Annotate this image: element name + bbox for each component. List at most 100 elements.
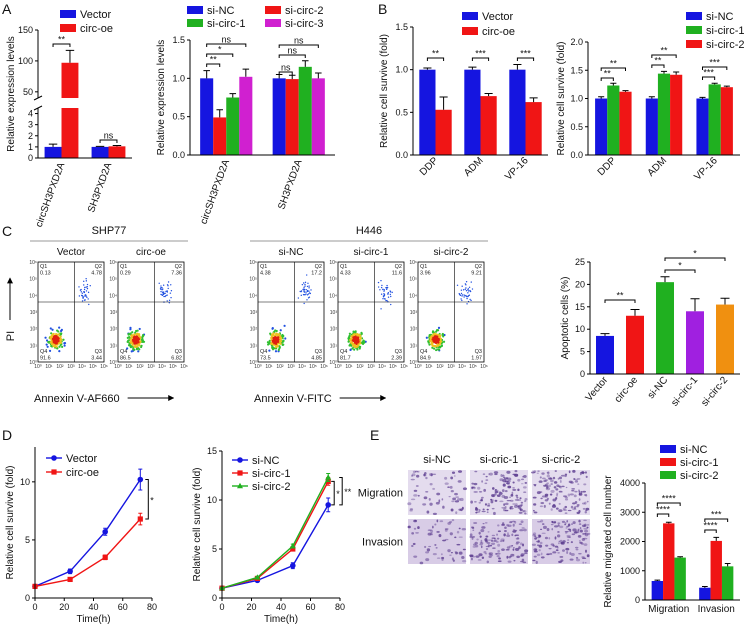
legend-label: si-NC xyxy=(252,455,280,467)
x-tick-label: 40 xyxy=(88,602,98,612)
error-bar xyxy=(677,556,683,558)
cell-stain xyxy=(440,553,443,556)
cell-stain xyxy=(536,472,539,474)
cell-stain xyxy=(583,483,587,486)
plot-frame xyxy=(117,261,185,363)
cell-stain xyxy=(496,494,501,497)
significance-bracket xyxy=(426,57,445,61)
cell-stain xyxy=(454,536,457,539)
cell-stain xyxy=(473,491,478,493)
cell-stain xyxy=(494,473,498,476)
cell-stain xyxy=(561,520,566,523)
cell-stain xyxy=(494,489,497,491)
cell-dot xyxy=(463,296,465,298)
cell-stain xyxy=(504,502,509,506)
x-tick-label: 0 xyxy=(32,602,37,612)
legend-swatch xyxy=(60,10,76,18)
bar xyxy=(435,109,452,155)
y-axis-label: PI xyxy=(5,331,17,341)
cell-stain xyxy=(574,546,579,549)
cell-stain xyxy=(568,536,571,539)
quadrant-name: Q1 xyxy=(120,264,127,270)
y-tick-label: 10 xyxy=(207,495,217,505)
y-tick-label: 10² xyxy=(410,327,418,333)
cell-stain xyxy=(563,509,568,511)
error-bar xyxy=(275,74,283,79)
cell-dot xyxy=(158,282,160,284)
cell-dot xyxy=(140,344,143,347)
cell-dot xyxy=(435,348,438,352)
significance-label: * xyxy=(678,261,682,271)
cell-stain xyxy=(451,519,455,522)
cell-dot xyxy=(356,348,359,351)
cell-stain xyxy=(571,533,576,536)
cell-dot xyxy=(135,347,139,350)
y-tick-label: 10⁶ xyxy=(249,260,257,266)
cell-stain xyxy=(456,551,459,555)
cell-dot xyxy=(85,280,88,282)
y-axis-label: Relative migrated cell number xyxy=(603,475,614,608)
cell-stain xyxy=(552,498,557,502)
cell-stain xyxy=(476,538,479,541)
cell-dot xyxy=(382,295,385,297)
cell-dot xyxy=(129,328,132,331)
x-tick-label: 20 xyxy=(246,602,256,612)
cell-stain xyxy=(497,524,500,527)
cell-dot xyxy=(299,290,301,293)
cell-stain xyxy=(493,511,496,516)
cell-stain xyxy=(486,560,490,564)
cell-dot xyxy=(89,285,91,287)
cell-stain xyxy=(447,549,451,553)
y-tick-label: 0 xyxy=(25,593,30,603)
cell-stain xyxy=(481,510,486,513)
point xyxy=(67,568,73,575)
cell-stain xyxy=(504,509,509,512)
cell-stain xyxy=(428,498,431,501)
cell-dot xyxy=(302,282,305,284)
bar xyxy=(696,98,709,155)
cell-dot xyxy=(433,347,436,350)
cell-stain xyxy=(534,535,537,537)
cell-stain xyxy=(581,556,585,558)
cell-dot xyxy=(380,293,383,295)
cell-stain xyxy=(432,487,436,490)
cell-dot xyxy=(86,286,88,288)
cell-dot xyxy=(390,303,392,306)
x-tick-label: 10⁵ xyxy=(169,364,177,370)
cell-stain xyxy=(412,542,416,546)
cell-dot xyxy=(381,284,383,287)
cell-stain xyxy=(540,497,543,500)
cell-dot xyxy=(351,341,354,344)
significance-bracket xyxy=(145,479,149,520)
x-tick-label: 10² xyxy=(136,364,144,370)
cell-dot xyxy=(82,297,84,299)
x-tick-label: 10⁶ xyxy=(180,364,188,370)
cell-stain xyxy=(561,485,565,488)
bar xyxy=(596,335,614,374)
cell-stain xyxy=(475,555,480,558)
cell-stain xyxy=(509,496,511,498)
y-tick-label: 10⁵ xyxy=(329,277,337,283)
cell-dot xyxy=(84,299,86,301)
cell-dot xyxy=(309,292,312,295)
cell-dot xyxy=(51,328,54,331)
x-tick-label: 10⁶ xyxy=(320,364,328,370)
y-tick-label: 1.5 xyxy=(570,65,583,75)
significance-label: ** xyxy=(344,487,352,497)
error-bar xyxy=(468,66,477,70)
y-tick-label: 4 xyxy=(28,109,33,119)
cell-stain xyxy=(582,490,587,493)
cell-dot xyxy=(382,298,384,300)
cell-dot xyxy=(85,278,87,280)
cell-stain xyxy=(425,476,428,480)
cell-stain xyxy=(539,476,542,479)
x-tick-label: 10⁰ xyxy=(34,364,42,370)
point xyxy=(325,502,332,508)
y-tick-label: 0 xyxy=(212,593,217,603)
cell-stain xyxy=(454,475,456,477)
cell-dot xyxy=(81,300,84,302)
cell-stain xyxy=(469,533,473,537)
cell-stain xyxy=(532,559,536,562)
cell-stain xyxy=(450,489,454,493)
y-tick-label: 10³ xyxy=(30,310,38,316)
